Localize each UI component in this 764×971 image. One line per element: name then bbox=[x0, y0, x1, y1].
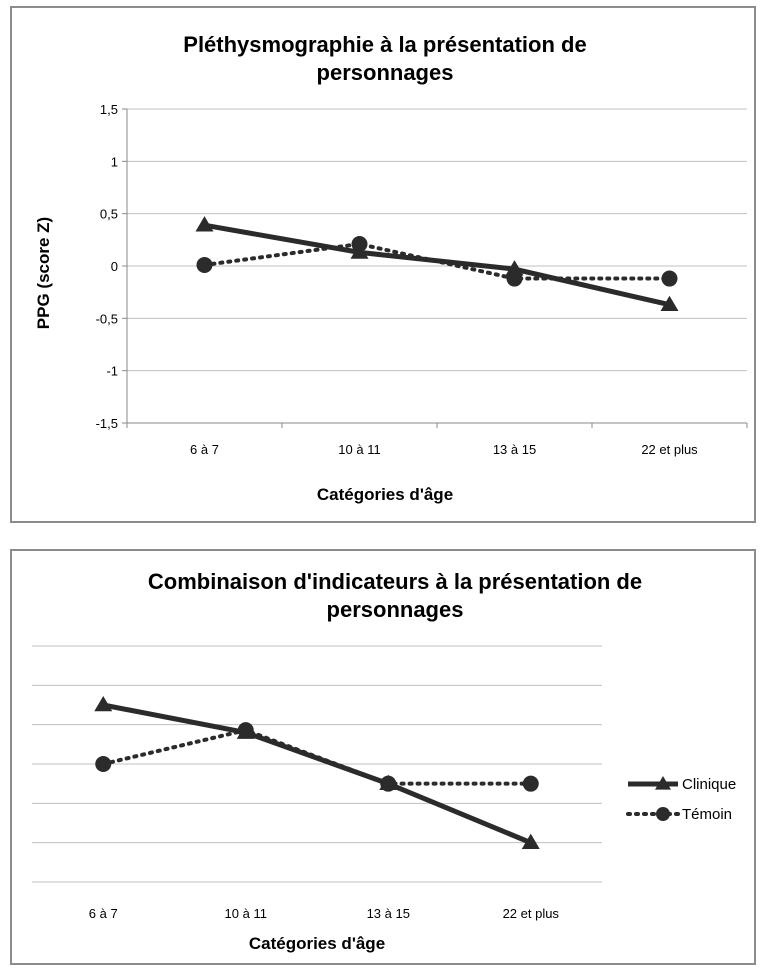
data-point-clinique bbox=[94, 696, 113, 712]
data-point-temoin bbox=[95, 756, 112, 772]
y-tick-label: -1,5 bbox=[96, 416, 118, 431]
data-point-clinique bbox=[521, 833, 540, 849]
y-tick-label: 1,5 bbox=[100, 102, 118, 117]
series-line-temoin bbox=[202, 241, 672, 281]
series-line-clinique bbox=[102, 702, 532, 845]
data-point-temoin bbox=[506, 270, 523, 287]
x-tick-label: 6 à 7 bbox=[89, 906, 118, 921]
data-point-clinique bbox=[195, 216, 214, 232]
y-tick-label: 0,5 bbox=[100, 207, 118, 222]
legend-marker-clinique bbox=[655, 776, 671, 790]
data-point-clinique bbox=[660, 295, 679, 312]
legend-label-temoin: Témoin bbox=[682, 806, 732, 823]
chart-title-line-2: personnages bbox=[317, 60, 454, 85]
chart-panel-ppg: Pléthysmographie à la présentation de pe… bbox=[10, 6, 756, 523]
data-point-temoin bbox=[522, 775, 539, 792]
data-point-temoin bbox=[237, 722, 254, 739]
x-tick-label: 13 à 15 bbox=[367, 906, 410, 921]
x-tick-label: 6 à 7 bbox=[190, 442, 219, 457]
chart-title-line-1: Combinaison d'indicateurs à la présentat… bbox=[148, 569, 642, 594]
chart-title-line-1: Pléthysmographie à la présentation de bbox=[183, 32, 586, 57]
data-point-temoin bbox=[196, 256, 213, 273]
legend-marker-temoin bbox=[656, 807, 670, 821]
y-axis-title: PPG (score Z) bbox=[34, 217, 53, 329]
data-point-temoin bbox=[661, 270, 678, 287]
x-tick-label: 10 à 11 bbox=[225, 906, 267, 921]
legend-label-clinique: Clinique bbox=[682, 776, 736, 793]
x-axis-title: Catégories d'âge bbox=[317, 485, 453, 504]
y-tick-label: -0,5 bbox=[96, 311, 118, 326]
chart-panel-combinaison: Combinaison d'indicateurs à la présentat… bbox=[10, 549, 756, 965]
chart-title-line-2: personnages bbox=[327, 597, 464, 622]
y-tick-label: 1 bbox=[111, 154, 118, 169]
x-tick-label: 13 à 15 bbox=[493, 442, 536, 457]
x-axis-title: Catégories d'âge bbox=[249, 934, 385, 953]
y-tick-label: 0 bbox=[111, 259, 118, 274]
chart-ppg: Pléthysmographie à la présentation de pe… bbox=[34, 32, 748, 504]
series-line-clinique bbox=[204, 222, 671, 308]
x-tick-label: 22 et plus bbox=[503, 906, 560, 921]
chart-combinaison: Combinaison d'indicateurs à la présentat… bbox=[32, 569, 736, 953]
y-tick-label: -1 bbox=[106, 364, 118, 379]
data-point-clinique bbox=[505, 260, 524, 276]
data-point-temoin bbox=[380, 775, 397, 792]
series-line-temoin bbox=[101, 728, 533, 786]
x-tick-label: 10 à 11 bbox=[338, 442, 380, 457]
data-point-temoin bbox=[351, 236, 368, 253]
x-tick-label: 22 et plus bbox=[641, 442, 698, 457]
